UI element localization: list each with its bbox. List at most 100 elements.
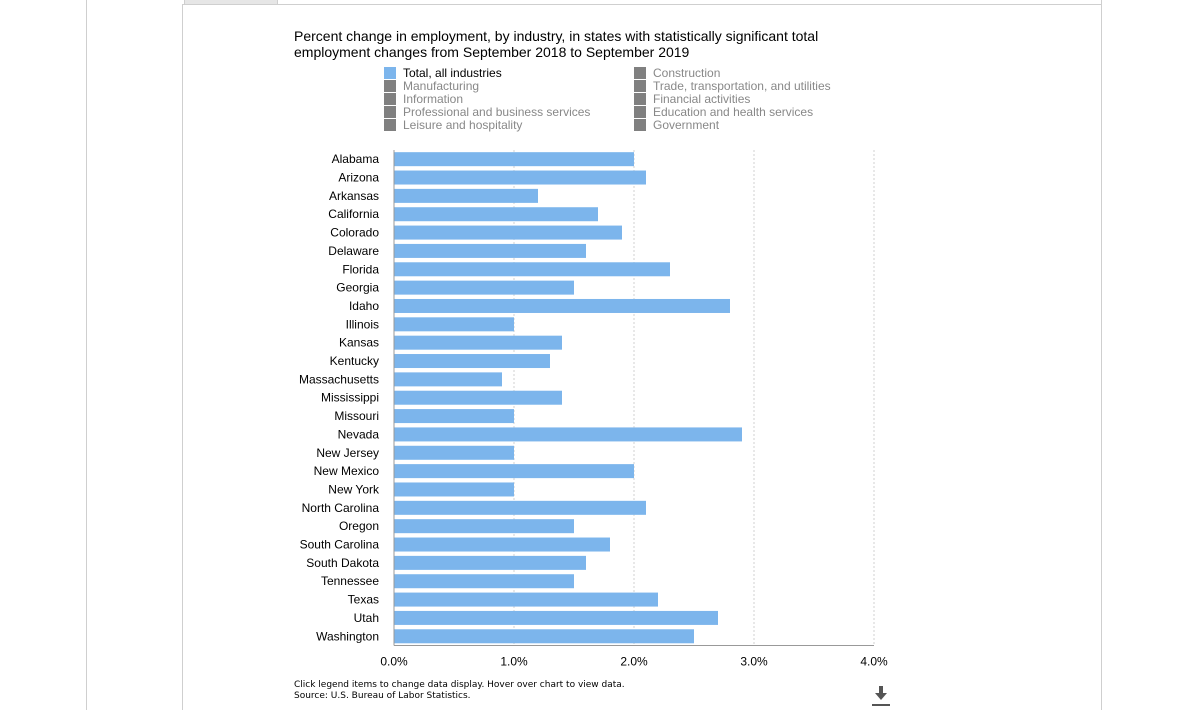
legend-item[interactable]: Government (634, 119, 719, 132)
legend-swatch (634, 93, 646, 105)
legend-label: Manufacturing (403, 79, 480, 93)
legend-swatch (384, 106, 396, 118)
legend-item[interactable]: Construction (634, 67, 720, 80)
bar[interactable] (394, 298, 730, 313)
bar[interactable] (394, 464, 634, 479)
x-tick-label: 4.0% (860, 654, 888, 668)
bar[interactable] (394, 629, 694, 644)
category-label: Kentucky (330, 354, 379, 368)
x-tick-label: 2.0% (620, 654, 648, 668)
category-label: Alabama (332, 152, 380, 166)
bar[interactable] (394, 317, 514, 332)
download-icon (872, 686, 890, 706)
category-label: Florida (342, 262, 379, 276)
tab-stub[interactable] (184, 0, 278, 5)
legend-item[interactable]: Financial activities (634, 93, 750, 106)
legend-swatch (384, 80, 396, 92)
bar[interactable] (394, 500, 646, 515)
bar[interactable] (394, 280, 574, 295)
bar[interactable] (394, 354, 550, 369)
legend-swatch (634, 119, 646, 131)
legend-item[interactable]: Education and health services (634, 106, 813, 119)
legend-label: Financial activities (653, 92, 751, 106)
bar[interactable] (394, 427, 742, 442)
legend-label: Total, all industries (403, 66, 502, 80)
category-label: North Carolina (302, 501, 380, 515)
bar[interactable] (394, 372, 502, 387)
category-label: Kansas (339, 336, 379, 350)
legend-swatch (634, 80, 646, 92)
bar[interactable] (394, 152, 634, 167)
legend-item[interactable]: Trade, transportation, and utilities (634, 80, 831, 93)
panel-border-left (182, 4, 183, 710)
bar[interactable] (394, 335, 562, 350)
bar[interactable] (394, 390, 562, 405)
chart-instructions: Click legend items to change data displa… (294, 680, 625, 690)
bar[interactable] (394, 537, 610, 552)
bar[interactable] (394, 610, 718, 625)
legend-swatch (384, 67, 396, 79)
legend-label: Leisure and hospitality (403, 118, 523, 132)
legend-label: Government (653, 118, 720, 132)
bar[interactable] (394, 243, 586, 258)
category-label: South Dakota (306, 556, 379, 570)
chart-title: Percent change in employment, by industr… (294, 28, 819, 60)
legend-label: Construction (653, 66, 721, 80)
category-label: Nevada (338, 427, 380, 441)
bar[interactable] (394, 170, 646, 185)
category-label: New York (328, 482, 380, 496)
legend-swatch (384, 93, 396, 105)
category-label: Oregon (339, 519, 379, 533)
category-label: Colorado (330, 226, 379, 240)
bar[interactable] (394, 207, 598, 222)
category-label: New Mexico (314, 464, 380, 478)
download-button[interactable] (870, 684, 892, 708)
legend-item[interactable]: Professional and business services (384, 106, 590, 119)
bar[interactable] (394, 592, 658, 607)
legend-swatch (634, 67, 646, 79)
bar[interactable] (394, 225, 622, 240)
category-label: Tennessee (321, 574, 379, 588)
category-label: Georgia (336, 281, 379, 295)
legend-label: Professional and business services (403, 105, 591, 119)
category-label: South Carolina (300, 538, 380, 552)
panel-border-top (182, 4, 1102, 5)
bar[interactable] (394, 262, 670, 277)
legend-item[interactable]: Information (384, 93, 463, 106)
legend-item[interactable]: Leisure and hospitality (384, 119, 522, 132)
x-tick-label: 1.0% (500, 654, 528, 668)
category-label: Missouri (334, 409, 379, 423)
category-label: Arkansas (329, 189, 379, 203)
category-label: Utah (354, 611, 379, 625)
legend-swatch (384, 119, 396, 131)
bar[interactable] (394, 519, 574, 534)
category-label: Mississippi (321, 391, 379, 405)
category-label: Delaware (328, 244, 379, 258)
bar[interactable] (394, 188, 538, 203)
legend-label: Education and health services (653, 105, 814, 119)
x-tick-label: 3.0% (740, 654, 768, 668)
bar[interactable] (394, 482, 514, 497)
category-label: Illinois (346, 317, 379, 331)
category-label: California (328, 207, 379, 221)
category-label: New Jersey (316, 446, 379, 460)
legend-swatch (634, 106, 646, 118)
legend-item[interactable]: Total, all industries (384, 67, 502, 80)
legend-label: Information (403, 92, 464, 106)
category-label: Texas (348, 593, 379, 607)
page-frame-left (86, 0, 87, 710)
category-label: Washington (316, 629, 379, 643)
bar[interactable] (394, 409, 514, 424)
category-label: Massachusetts (299, 372, 379, 386)
bar[interactable] (394, 574, 574, 589)
x-tick-label: 0.0% (380, 654, 408, 668)
category-label: Idaho (349, 299, 379, 313)
category-label: Arizona (338, 171, 379, 185)
bar[interactable] (394, 445, 514, 460)
page-frame-right (1101, 0, 1102, 710)
legend-item[interactable]: Manufacturing (384, 80, 479, 93)
chart-source: Source: U.S. Bureau of Labor Statistics. (294, 691, 471, 701)
bar[interactable] (394, 555, 586, 570)
legend-label: Trade, transportation, and utilities (653, 79, 831, 93)
